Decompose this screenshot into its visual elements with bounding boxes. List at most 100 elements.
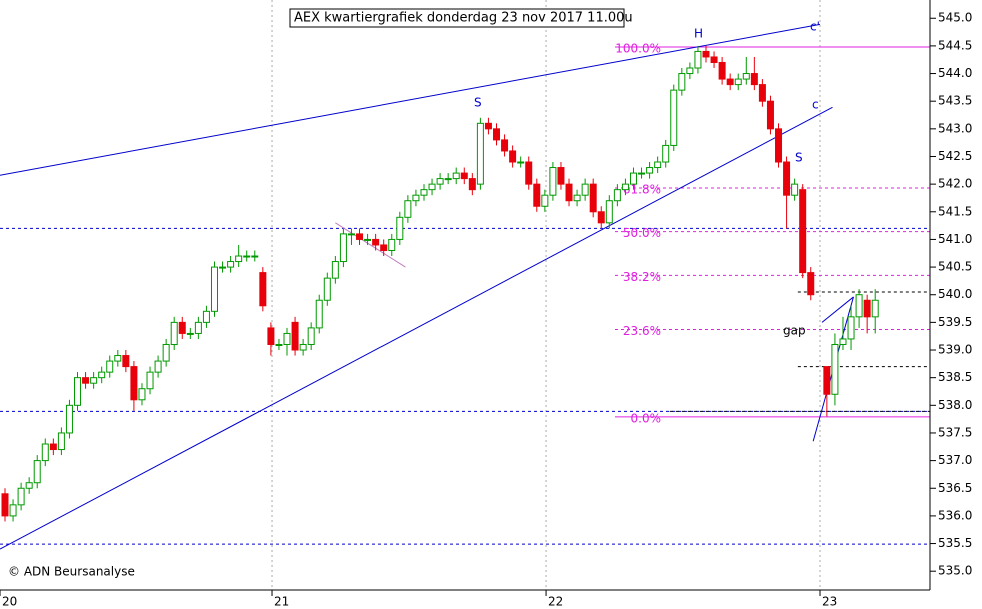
candle-body <box>364 238 372 241</box>
fib-label: 38.2% <box>623 270 661 284</box>
fib-label: 61.8% <box>623 183 661 197</box>
trend-line <box>0 106 833 550</box>
candle-body <box>154 360 162 373</box>
annotation: gap <box>783 324 806 338</box>
candle-body <box>339 233 347 263</box>
candle-body <box>468 178 476 191</box>
candle-body <box>444 178 452 181</box>
candle-body <box>90 377 98 384</box>
candle-body <box>146 371 154 390</box>
candle-body <box>315 299 323 329</box>
fib-label: 100.0% <box>615 42 661 56</box>
candle-body <box>484 122 492 130</box>
candle-body <box>186 332 194 335</box>
candle-body <box>25 482 33 489</box>
candle-body <box>726 78 734 86</box>
candle-body <box>194 321 202 334</box>
y-tick-label: 537.5 <box>938 425 972 439</box>
candle-body <box>581 183 589 196</box>
candle-body <box>283 332 291 345</box>
candle-body <box>57 432 65 451</box>
candle-body <box>130 366 138 401</box>
candle-body <box>347 233 355 236</box>
candle-body <box>82 377 90 384</box>
candle-body <box>654 161 662 169</box>
channel-line <box>335 222 406 268</box>
candle-body <box>396 216 404 240</box>
candle-body <box>452 172 460 180</box>
chart-title: AEX kwartiergrafiek donderdag 23 nov 201… <box>294 11 633 26</box>
candle-body <box>501 139 509 152</box>
candle-body <box>307 327 315 345</box>
trend-line <box>821 296 854 323</box>
candle-body <box>1 493 9 517</box>
candle-body <box>267 327 275 345</box>
candle-body <box>138 388 146 401</box>
candle-body <box>476 122 484 185</box>
candle-body <box>178 321 186 334</box>
candle-body <box>251 255 259 258</box>
candle-body <box>428 183 436 191</box>
candle-body <box>766 100 774 130</box>
candle-body <box>275 343 283 346</box>
candle-body <box>613 189 621 202</box>
y-tick-label: 541.0 <box>938 232 972 246</box>
y-tick-label: 539.5 <box>938 315 972 329</box>
candle-body <box>436 178 444 185</box>
candle-body <box>323 277 331 301</box>
candle-body <box>839 338 847 345</box>
candle-body <box>493 128 501 141</box>
annotation: c <box>812 98 819 112</box>
candle-body <box>106 360 114 373</box>
candle-body <box>227 261 235 268</box>
candle-body <box>678 73 686 91</box>
candle-body <box>210 266 218 312</box>
candle-body <box>758 84 766 102</box>
y-tick-label: 541.5 <box>938 204 972 218</box>
candle-body <box>855 294 863 318</box>
candle-body <box>122 355 130 368</box>
candle-body <box>573 194 581 202</box>
candle-body <box>65 404 73 434</box>
y-tick-label: 538.0 <box>938 398 972 412</box>
candle-body <box>702 50 710 58</box>
candle-body <box>420 189 428 196</box>
candle-body <box>17 487 25 506</box>
y-tick-label: 542.0 <box>938 177 972 191</box>
annotation: S <box>474 96 482 110</box>
candle-body <box>202 310 210 323</box>
candle-body <box>638 172 646 175</box>
candle-body <box>742 73 750 80</box>
candle-body <box>114 355 122 362</box>
candle-body <box>9 504 17 517</box>
y-tick-label: 545.0 <box>938 11 972 25</box>
candle-body <box>388 238 396 251</box>
candle-body <box>565 183 573 202</box>
x-tick-label: 22 <box>548 595 563 609</box>
candle-body <box>541 194 549 207</box>
candle-body <box>783 161 791 196</box>
trend-line <box>0 23 821 176</box>
candle-body <box>356 233 364 240</box>
y-tick-label: 539.0 <box>938 343 972 357</box>
candle-body <box>646 167 654 174</box>
candle-body <box>750 73 758 86</box>
candle-body <box>509 150 517 163</box>
candle-body <box>162 343 170 362</box>
candle-body <box>718 61 726 80</box>
candle-body <box>621 183 629 191</box>
candle-body <box>549 167 557 196</box>
candle-body <box>517 161 525 164</box>
candle-body <box>629 172 637 185</box>
y-tick-label: 535.5 <box>938 536 972 550</box>
candle-body <box>775 128 783 163</box>
candle-body <box>331 261 339 279</box>
candle-body <box>847 316 855 340</box>
source: © ADN Beursanalyse <box>8 565 135 579</box>
candle-body <box>41 443 49 462</box>
candle-body <box>98 371 106 379</box>
candle-body <box>694 50 702 69</box>
candle-body <box>235 255 243 263</box>
